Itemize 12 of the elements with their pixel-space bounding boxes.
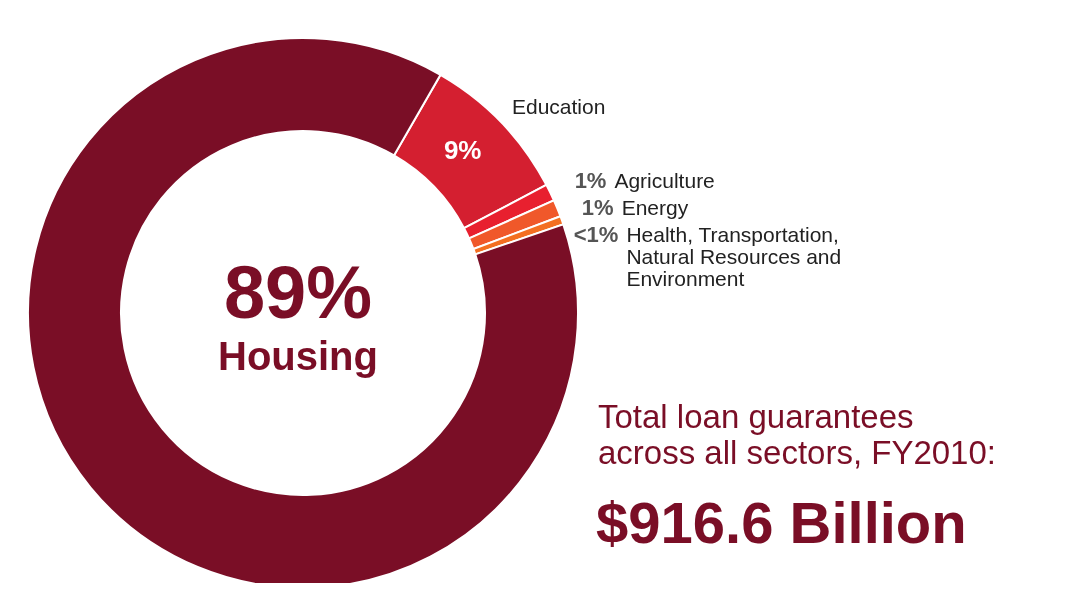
text: $916.6 Billion <box>596 490 967 555</box>
slice-label: Health, Transportation, Natural Resources and Environment <box>626 223 842 291</box>
data-label: 9% <box>443 134 482 165</box>
slice-label: Energy <box>621 196 689 220</box>
slice-label: Education <box>511 94 606 118</box>
data-label: <1% <box>573 222 619 248</box>
data-label: 89% <box>223 251 373 334</box>
data-label: 1% <box>581 195 614 221</box>
text: Total loan guarantees across all sectors, FY2010: <box>598 398 996 471</box>
slice-label: Agriculture <box>614 169 715 193</box>
data-label: 1% <box>574 168 607 194</box>
slice-label: Housing <box>218 334 378 378</box>
